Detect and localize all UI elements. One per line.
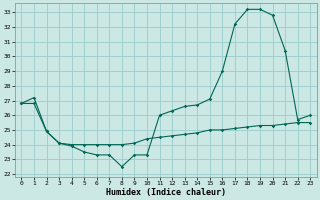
X-axis label: Humidex (Indice chaleur): Humidex (Indice chaleur) (106, 188, 226, 197)
